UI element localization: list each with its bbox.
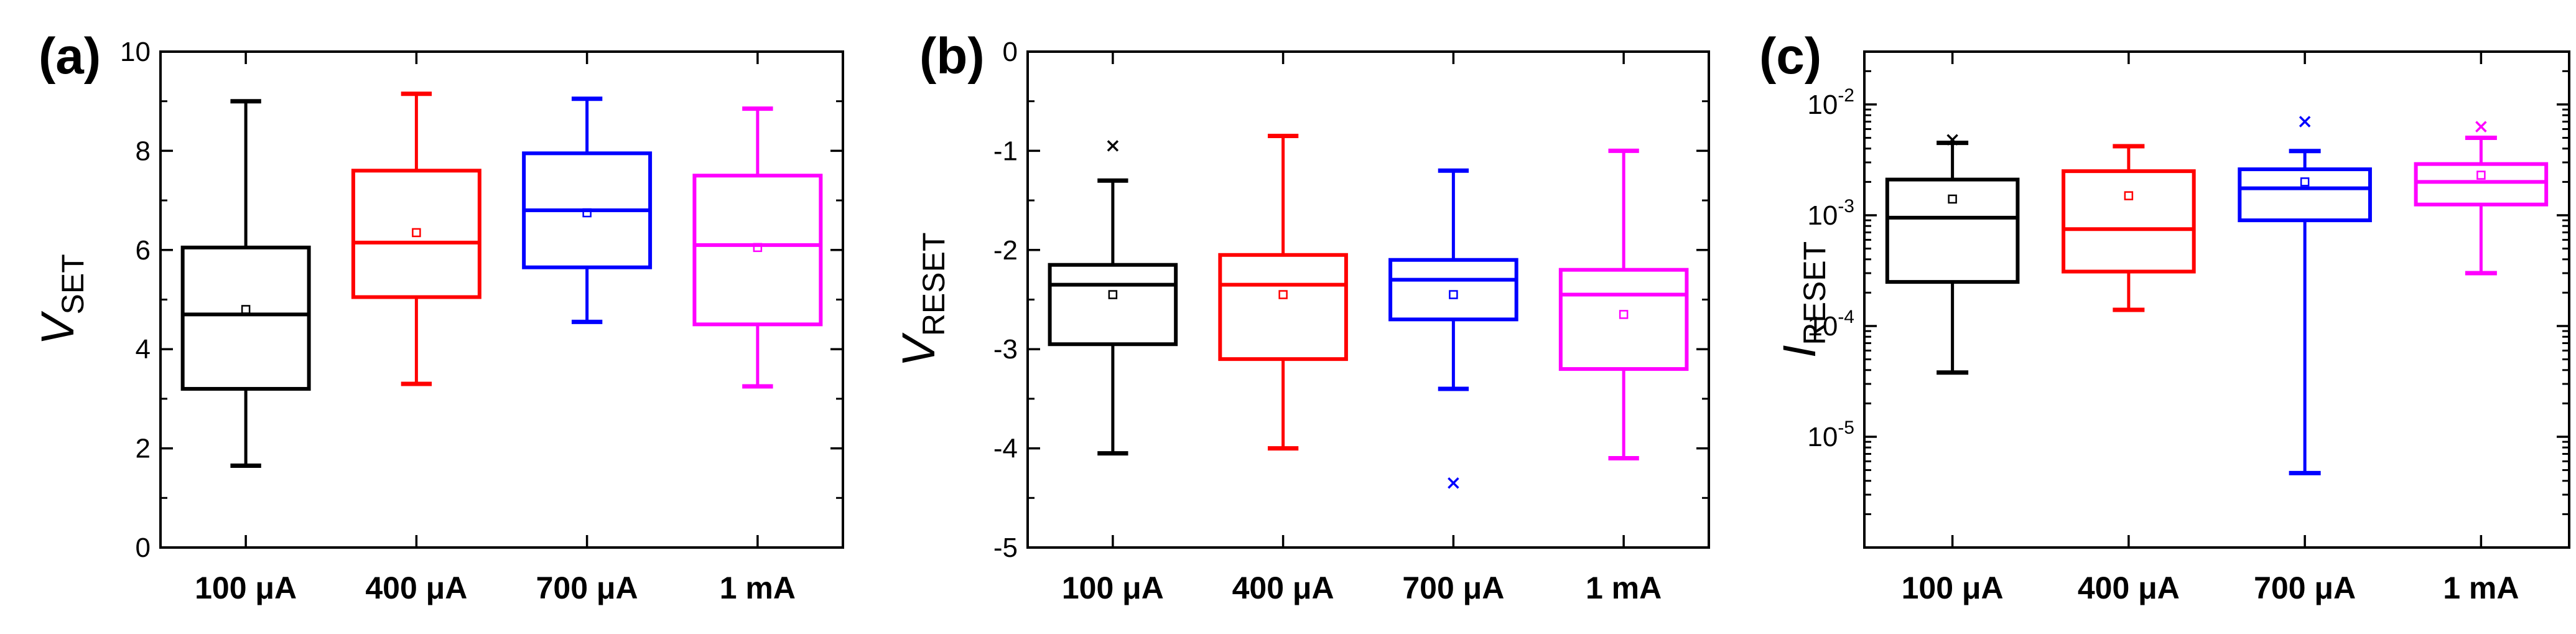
y-tick-label: 10-3 [1807,196,1854,231]
iqr-box [351,169,481,299]
y-axis-label-subscript: RESET [1797,241,1832,345]
box-plot-3 [522,96,653,324]
mean-marker [2300,177,2310,187]
y-tick-label: 10-4 [1807,307,1854,342]
mean-marker [1449,290,1458,299]
y-tick-label: 8 [136,136,151,166]
box-plot-3 [1388,168,1518,489]
y-tick-label-base: 10 [1807,422,1838,452]
x-category-label: 100 μA [1902,571,2004,605]
iqr-box [1048,263,1178,347]
y-tick-label: -2 [993,235,1018,266]
iqr-box [692,174,823,327]
y-tick-label-exponent: -4 [1838,307,1854,327]
mean-marker [412,228,421,238]
box-plot-1 [180,99,311,468]
y-tick-label-exponent: -3 [1838,196,1854,217]
x-category-label: 100 μA [1062,571,1164,605]
box-plot-2 [1218,133,1348,451]
y-axis-label-main: V [32,310,83,345]
outlier-marker [2299,116,2311,128]
y-tick-label: 10 [120,37,151,67]
iqr-box [1885,177,2020,284]
box-plot-4 [2414,121,2549,276]
x-category-label: 1 mA [1586,571,1662,605]
mean-marker [582,208,592,218]
mean-marker [1619,310,1629,319]
outlier-marker [1107,140,1119,152]
mean-marker [753,243,763,253]
box-plot-2 [2062,144,2196,312]
outlier-marker [1946,134,1958,146]
mean-marker [241,305,251,314]
x-category-label: 400 μA [2078,571,2180,605]
y-axis-label-main: V [893,332,944,367]
x-category-label: 700 μA [1402,571,1504,605]
iqr-box [2238,167,2372,223]
y-tick-label-base: 10 [1807,90,1838,120]
box-plot-1 [1885,134,2020,375]
iqr-box [2062,169,2196,274]
y-tick-label: -3 [993,334,1018,365]
iqr-box [1558,268,1689,371]
x-category-label: 700 μA [536,571,638,605]
outlier-marker [1448,477,1459,489]
box-plot-2 [351,91,481,386]
y-tick-label: 4 [136,334,151,365]
y-tick-label: 2 [136,434,151,464]
y-tick-label-base: 10 [1807,200,1838,231]
iqr-box [1388,258,1518,322]
mean-marker [1278,290,1288,299]
mean-marker [1948,194,1957,204]
plot-frame [1863,50,2570,549]
plot-frame [1026,50,1710,549]
x-category-label: 1 mA [2443,571,2519,605]
y-axis-label-subscript: RESET [916,232,951,336]
y-tick-label-exponent: -2 [1838,85,1854,106]
x-category-label: 100 μA [195,571,297,605]
x-category-label: 400 μA [1232,571,1334,605]
y-tick-label: 0 [1003,37,1018,67]
y-axis-label-main: I [1774,345,1825,358]
mean-marker [1108,290,1118,299]
iqr-box [1218,253,1348,361]
y-axis-label: IRESET [1774,241,1832,358]
x-category-label: 700 μA [2254,571,2356,605]
mean-marker [2476,170,2486,180]
box-plot-3 [2238,116,2372,475]
y-axis-label: VRESET [893,232,951,366]
box-plot-1 [1048,140,1178,456]
iqr-box [180,245,311,391]
iqr-box [2414,162,2549,207]
box-plot-4 [1558,148,1689,461]
y-tick-label-exponent: -5 [1838,417,1854,438]
y-tick-label: -1 [993,136,1018,166]
y-tick-label: 0 [136,533,151,563]
x-category-label: 400 μA [365,571,467,605]
y-axis-label: VSET [32,254,90,345]
box-plot-4 [692,106,823,389]
y-axis-label-subscript: SET [55,254,90,314]
chart-panel-1: (a) VSET 0 2 4 6 8 10 100 μA 400 μA 700 μA 1 mA [32,28,844,605]
y-tick-label: -4 [993,434,1018,464]
y-tick-label-base: 10 [1807,311,1838,342]
plot-frame [159,50,844,549]
panel-label: (b) [919,28,985,85]
x-category-label: 1 mA [720,571,796,605]
mean-marker [2124,191,2134,200]
y-tick-label: 10-2 [1807,85,1854,120]
y-tick-label: 6 [136,235,151,266]
panel-label: (a) [39,28,101,85]
panel-label: (c) [1759,28,1821,85]
chart-panel-2: (b) VRESET -5 -4 -3 -2 -1 0 100 μA 400 μA 700 μA 1 … [893,28,1710,605]
y-tick-label: 10-5 [1807,417,1854,452]
y-tick-label: -5 [993,533,1018,563]
outlier-marker [2475,121,2487,133]
